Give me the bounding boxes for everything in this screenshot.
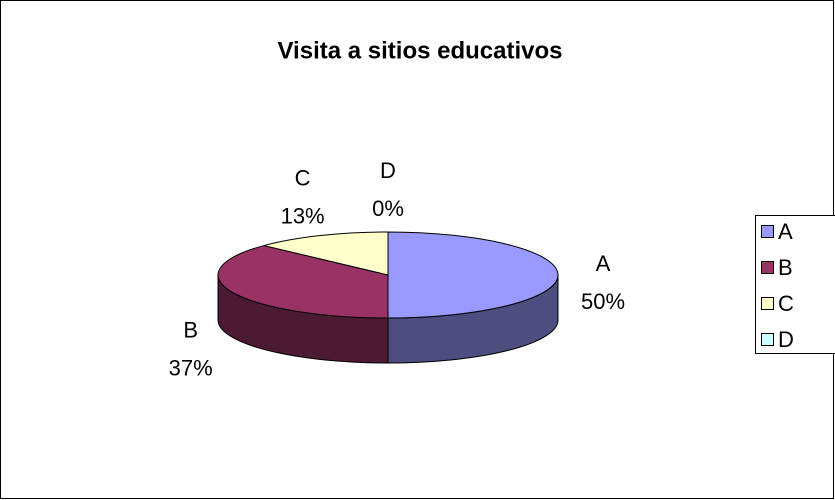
legend-swatch [761, 297, 774, 310]
data-label-name: C [295, 165, 311, 190]
legend-label: C [778, 291, 794, 316]
pie-tops [217, 231, 559, 319]
data-labels: A 50% B 37% C 13% D 0% [169, 158, 625, 381]
legend-swatch [761, 333, 774, 346]
data-label: 0% [372, 196, 404, 221]
pie-slice [263, 231, 389, 276]
legend-swatch [761, 261, 774, 274]
data-label: 37% [169, 356, 213, 381]
legend-swatch [761, 225, 774, 238]
pie-slice [217, 245, 389, 319]
legend-box [755, 215, 835, 354]
legend-label: D [778, 327, 794, 352]
data-label-name: B [183, 318, 198, 343]
data-label: 13% [281, 203, 325, 228]
data-label: 50% [581, 289, 625, 314]
pie-slice [387, 231, 559, 319]
chart-title: Visita a sitios educativos [277, 37, 562, 64]
legend-label: A [778, 219, 793, 244]
legend-label: B [778, 255, 793, 280]
data-label-name: D [380, 158, 396, 183]
data-label-name: A [596, 251, 611, 276]
